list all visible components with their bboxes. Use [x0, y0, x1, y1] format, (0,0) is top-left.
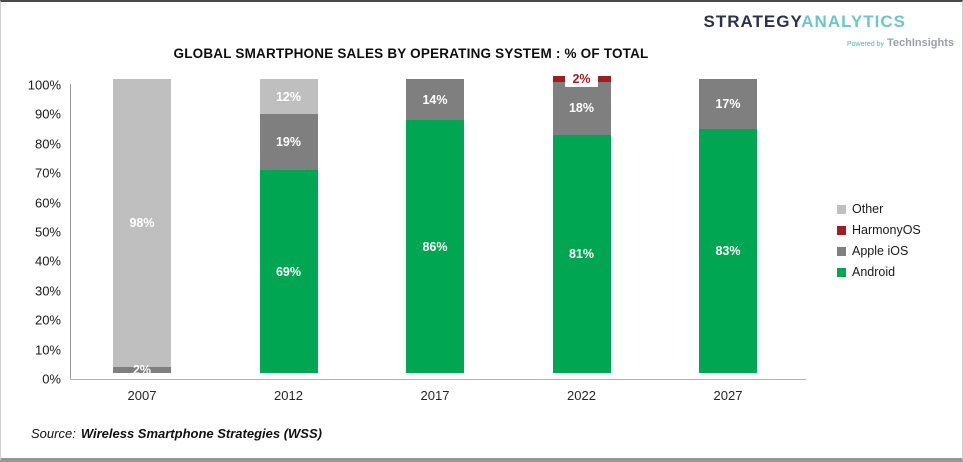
bar-segment-2017-apple-ios: 14%	[406, 79, 464, 121]
x-axis-line	[70, 379, 806, 380]
bar-segment-value: 81%	[568, 246, 595, 261]
y-tick-30-: 30%	[34, 283, 61, 299]
legend-swatch-android	[837, 267, 846, 277]
bar-2012: 69% 19% 12%	[259, 79, 318, 373]
bar-segment-2007-apple-ios: 2%	[113, 363, 171, 377]
powered-by-label: Powered by	[847, 41, 884, 48]
bar-segment-value: 69%	[275, 264, 302, 279]
bar-segment-2012-other: 12%	[259, 79, 318, 115]
bar-segment-2017-android: 86%	[406, 120, 464, 373]
y-tick-100-: 100%	[27, 77, 61, 93]
y-tick-40-: 40%	[34, 253, 61, 269]
bar-segment-2012-apple-ios: 19%	[259, 114, 318, 171]
x-tick-2017: 2017	[420, 388, 450, 403]
chart-title: GLOBAL SMARTPHONE SALES BY OPERATING SYS…	[173, 46, 649, 61]
legend-swatch-harmonyos	[837, 225, 846, 235]
legend-item-apple-ios: Apple iOS	[837, 244, 921, 258]
bar-segment-2012-android: 69%	[259, 170, 318, 373]
y-axis-line	[70, 84, 71, 379]
bar-segment-2007-other: 98%	[113, 79, 171, 368]
legend-label-apple-ios: Apple iOS	[852, 244, 909, 258]
x-tick-2027: 2027	[713, 388, 743, 403]
logo-wordmark: STRATEGYANALYTICS	[704, 12, 954, 32]
y-tick-60-: 60%	[34, 195, 61, 211]
strategy-analytics-logo: STRATEGYANALYTICS Powered by TechInsights	[704, 12, 954, 51]
bar-segment-value: 14%	[422, 92, 448, 107]
bar-2022: 81% 18% 2%	[552, 71, 611, 373]
y-tick-0-: 0%	[42, 371, 61, 387]
bar-segment-2022-harmonyos: 2%	[552, 71, 611, 87]
y-tick-70-: 70%	[34, 165, 61, 181]
legend-item-android: Android	[837, 265, 921, 279]
logo-strategy-text: STRATEGY	[703, 12, 802, 31]
legend-item-harmonyos: HarmonyOS	[837, 223, 921, 237]
x-tick-2012: 2012	[274, 388, 303, 403]
bar-segment-value: 86%	[422, 239, 448, 254]
y-tick-10-: 10%	[34, 342, 61, 358]
y-tick-50-: 50%	[34, 224, 61, 240]
bar-segment-value: 12%	[275, 89, 302, 104]
legend-swatch-apple-ios	[837, 246, 846, 256]
bar-segment-2027-apple-ios: 17%	[699, 79, 757, 129]
bar-segment-value: 2%	[565, 71, 598, 87]
source-name: Wireless Smartphone Strategies (WSS)	[80, 426, 322, 441]
legend-label-other: Other	[852, 202, 884, 216]
bar-segment-2022-apple-ios: 18%	[552, 81, 611, 135]
logo-powered-by: Powered by TechInsights	[847, 33, 954, 51]
source-prefix: Source:	[31, 426, 76, 441]
legend-swatch-other	[837, 204, 846, 214]
bar-segment-2022-android: 81%	[552, 134, 611, 373]
bar-segment-value: 19%	[275, 135, 302, 150]
y-tick-80-: 80%	[34, 136, 61, 152]
legend: Other HarmonyOS Apple iOS Android	[837, 202, 921, 279]
x-tick-2007: 2007	[127, 388, 157, 403]
y-tick-20-: 20%	[34, 312, 61, 328]
x-tick-2022: 2022	[567, 388, 596, 403]
logo-analytics-text: ANALYTICS	[801, 12, 906, 31]
y-tick-90-: 90%	[34, 106, 61, 122]
bar-segment-value: 17%	[715, 97, 741, 111]
bar-segment-value: 83%	[715, 243, 741, 258]
bar-segment-value: 98%	[129, 216, 155, 231]
legend-label-harmonyos: HarmonyOS	[852, 223, 921, 237]
legend-label-android: Android	[852, 265, 896, 279]
legend-item-other: Other	[837, 202, 921, 216]
source-note: Source: Wireless Smartphone Strategies (W…	[31, 426, 322, 441]
bar-segment-2027-android: 83%	[699, 128, 757, 373]
bar-2027: 83% 17%	[699, 79, 757, 373]
bar-segment-value: 2%	[132, 363, 152, 378]
bar-2017: 86% 14%	[406, 79, 464, 373]
bar-segment-value: 18%	[568, 101, 595, 116]
bar-2007: 2% 98%	[113, 79, 171, 377]
techinsights-label: TechInsights	[886, 37, 954, 49]
